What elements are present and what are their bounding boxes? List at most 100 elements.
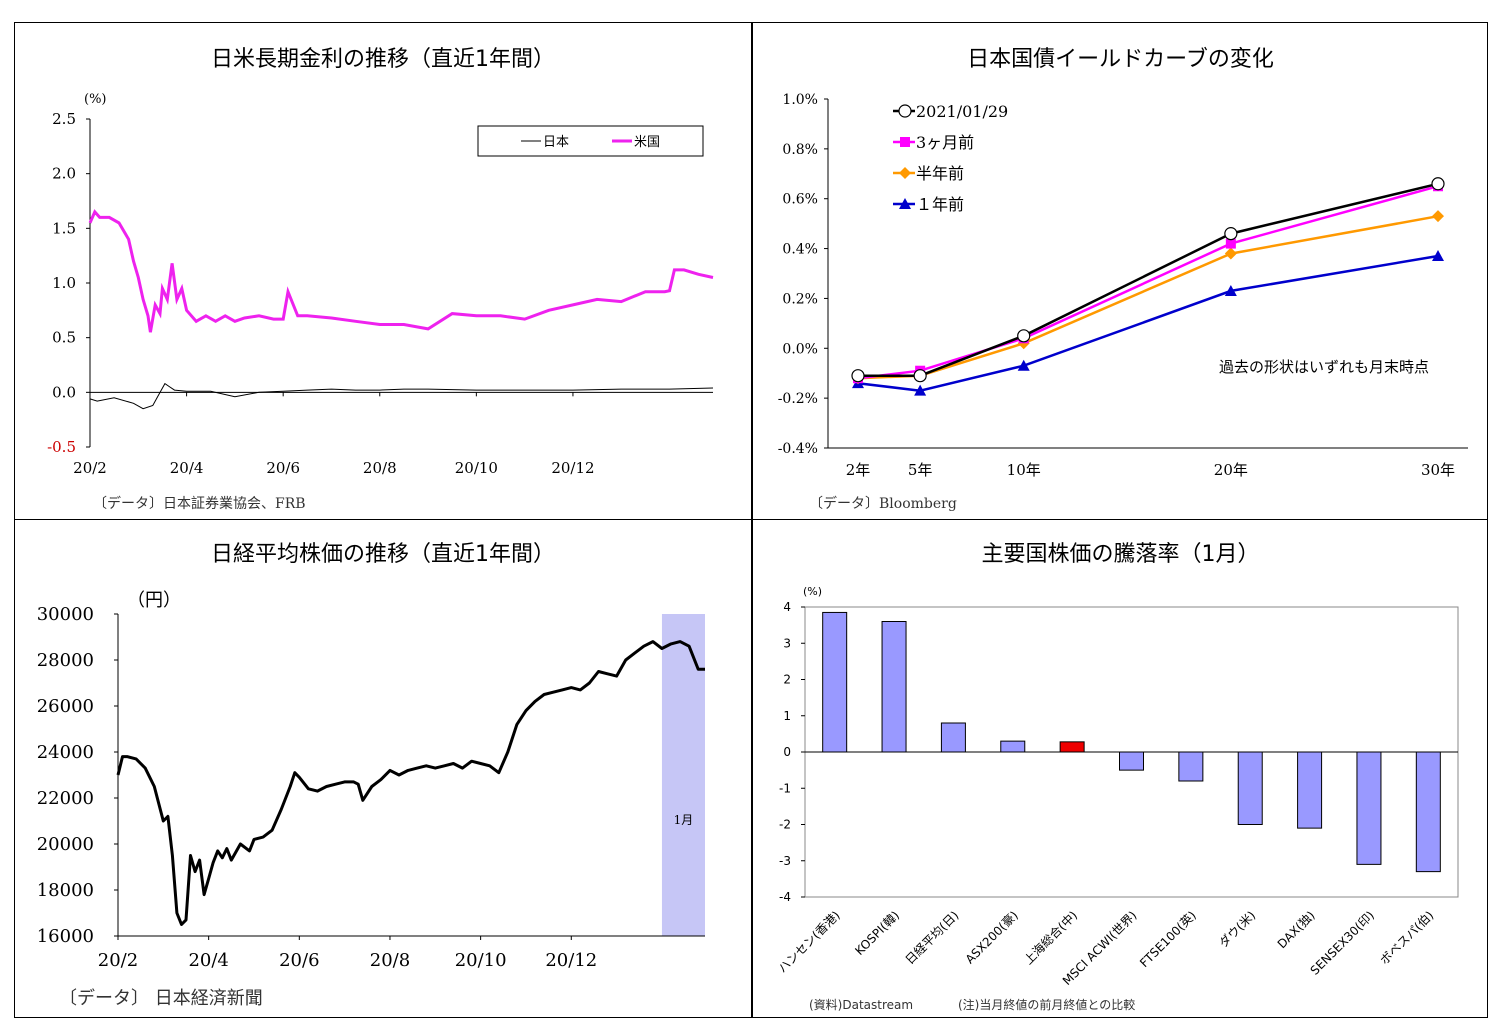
category-label-6: FTSE100(英) [1137,908,1199,970]
nikkei-line [116,640,705,926]
y-tick-label: 30000 [37,604,94,625]
bar-4 [1059,741,1085,753]
y-axis-unit: (%) [803,585,822,598]
panel-title: 日米長期金利の推移（直近1年間） [211,47,555,72]
legend-label-japan: 日本 [543,135,569,150]
y-tick-label: 2.0 [52,165,76,183]
y-axis-unit: （円） [127,590,181,611]
nikkei-chart: 1月 （円） 30000 28000 26000 24000 22000 20000 18000… [37,590,705,971]
category-label-2: 日経平均(日) [903,908,962,967]
legend-label-us: 米国 [634,135,660,150]
y-tick-label: -2 [779,818,791,832]
series-point-2 [1224,247,1237,260]
x-tick-label: 20/6 [266,459,300,477]
divider-horizontal [14,519,1488,520]
category-label-0: ハンセン(香港) [775,908,842,975]
y-tick-label: 26000 [37,696,94,717]
series-line-us [88,209,714,333]
x-tick-label: 20/10 [455,459,498,477]
x-tick-label: 20年 [1214,461,1248,479]
x-tick-label: 30年 [1421,461,1455,479]
x-tick-label: 20/4 [170,459,204,477]
highlight-january [661,614,705,936]
x-tick-label: 5年 [908,461,933,479]
x-tick-label: 20/2 [73,459,107,477]
x-tick-label: 20/8 [370,950,410,971]
panel-title: 日経平均株価の推移（直近1年間） [211,542,555,567]
source-note: 〔データ〕 日本経済新聞 [59,988,263,1009]
y-tick-label: -0.4% [778,441,818,457]
x-tick-label: 20/4 [188,950,228,971]
x-tick-label: 2年 [846,461,871,479]
chart-annotation: 過去の形状はいずれも月末時点 [1219,358,1429,376]
series-point-3 [1017,359,1030,371]
series-point-0 [1017,329,1031,343]
source-note: 〔データ〕日本証券業協会、FRB [93,496,306,512]
legend-marker-1 [900,137,910,147]
panel-yield-curve: 日本国債イールドカーブの変化 1.0% 0.8% 0.6% 0.4% 0.2% 0.0% -… [753,23,1488,519]
bar-0 [822,611,848,753]
y-tick-label: 0 [783,745,791,759]
y-tick-label: 1.0 [52,274,76,292]
divider-vertical [751,22,753,1018]
category-label-4: 上海総合(中) [1021,908,1081,968]
y-tick-label: 20000 [37,834,94,855]
x-tick-label: 10年 [1007,461,1041,479]
y-tick-label: 0.0 [52,383,76,401]
bar-10 [1415,751,1441,873]
y-tick-label: -4 [779,890,791,904]
bar-7 [1237,751,1263,825]
y-tick-label: 22000 [37,788,94,809]
series-point-0 [913,369,927,383]
panel-title: 主要国株価の騰落率（1月） [981,542,1260,567]
bar-8 [1297,751,1323,829]
y-tick-label: 28000 [37,650,94,671]
category-label-3: ASX200(豪) [962,908,1021,967]
bar-5 [1119,751,1144,771]
y-tick-label: -0.2% [778,391,818,407]
category-label-8: DAX(独) [1275,908,1318,951]
category-label-9: SENSEX30(印) [1308,908,1377,977]
bar-6 [1178,751,1204,782]
category-label-10: ボベスパ(伯) [1377,908,1437,968]
category-label-7: ダウ(米) [1216,908,1259,951]
legend-label-2: 半年前 [916,164,964,183]
legend-box [477,125,704,157]
legend-marker-2 [899,167,911,179]
series-point-0 [1224,227,1238,241]
series-line-japan [89,382,714,410]
highlight-label: 1月 [674,813,694,827]
y-tick-label: -1 [779,781,791,795]
legend-marker-3 [899,198,911,209]
source-note-data: (資料)Datastream [809,998,914,1012]
panel-nikkei: 日経平均株価の推移（直近1年間） 1月 （円） 30000 28000 26000 240… [15,520,751,1018]
y-tick-label: 0.5 [52,329,76,347]
x-tick-label: 20/8 [363,459,397,477]
bar-2 [940,722,966,753]
series-point-0 [1431,177,1445,191]
category-label-1: KOSPI(韓) [852,908,902,958]
y-tick-label: 0.8% [782,142,818,158]
y-tick-label: 2 [783,673,791,687]
x-tick-label: 20/12 [551,459,594,477]
legend-marker-0 [898,104,912,118]
rates-chart: (%) 2.5 2.0 1.5 1.0 0.5 0.0 -0.5 20/2 20/4 20/6 20/… [47,92,714,477]
bar-1 [881,621,907,753]
y-tick-label: 1 [783,709,791,723]
series-point-3 [1432,250,1444,262]
y-tick-label: 1.0% [782,92,818,108]
x-tick-label: 20/12 [545,950,597,971]
yield-curve-chart: 1.0% 0.8% 0.6% 0.4% 0.2% 0.0% -0.2% -0.4% 2年 5年 10… [778,92,1468,479]
y-tick-label: 0.4% [782,242,818,258]
legend-label-0: 2021/01/29 [916,102,1008,121]
series-point-1 [1225,238,1236,249]
series-point-2 [1432,210,1444,223]
y-tick-label: 0.6% [782,192,818,208]
y-tick-label: 4 [783,600,791,614]
panel-world-stocks: 主要国株価の騰落率（1月） (%) 4 3 2 1 0 -1 -2 -3 -4 ハンセン(香港) KO… [753,520,1488,1018]
y-tick-label: 1.5 [52,219,76,237]
bar-9 [1356,751,1382,865]
x-tick-label: 20/6 [279,950,319,971]
x-tick-label: 20/10 [455,950,507,971]
y-tick-label: -3 [779,854,791,868]
